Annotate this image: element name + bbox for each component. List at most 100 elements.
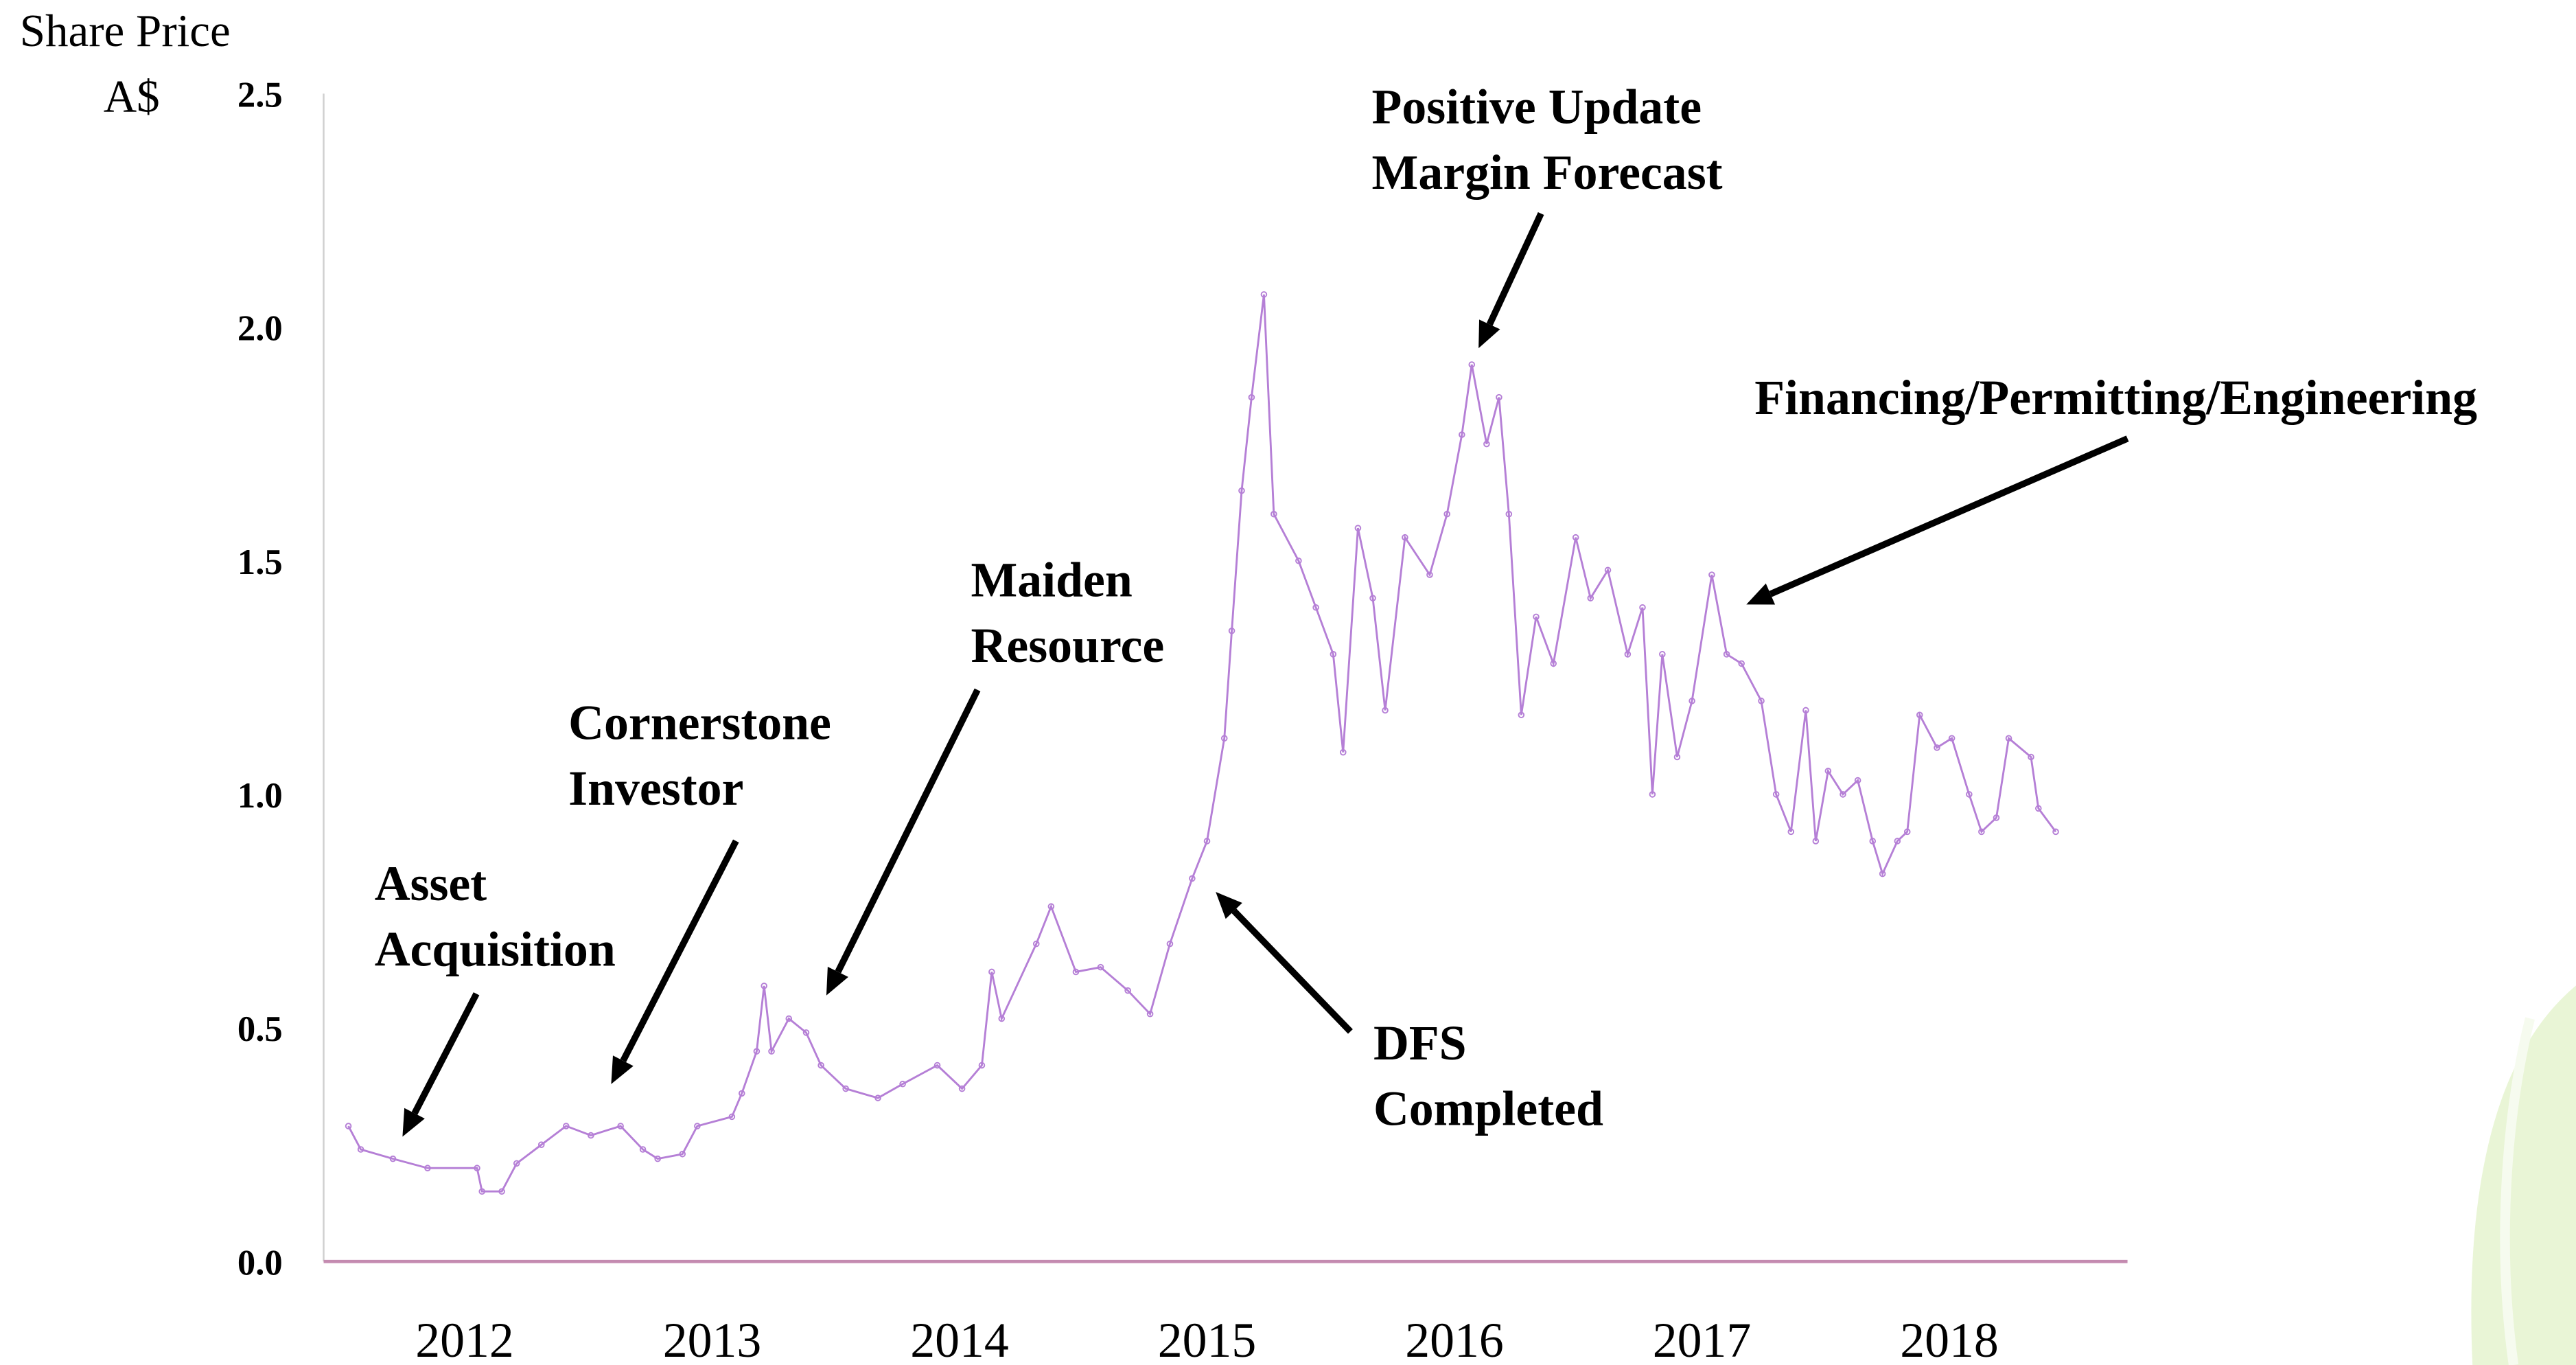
price-point xyxy=(1978,828,1985,836)
x-tick-label: 2012 xyxy=(415,1313,514,1365)
price-point xyxy=(1220,735,1228,742)
price-point xyxy=(1812,838,1820,845)
price-point xyxy=(1166,940,1174,948)
price-point xyxy=(1787,828,1795,836)
annotation-text: Cornerstone xyxy=(568,696,831,750)
x-tick-label: 2013 xyxy=(663,1313,762,1365)
price-point xyxy=(1879,870,1886,878)
price-point xyxy=(389,1155,397,1162)
annotation-arrow xyxy=(411,992,480,1115)
price-point xyxy=(424,1165,431,1171)
price-point xyxy=(1402,534,1408,541)
annotation-arrow xyxy=(1231,908,1353,1034)
price-point xyxy=(1604,566,1612,574)
price-point xyxy=(1639,604,1646,611)
annotation-arrow xyxy=(835,688,981,974)
annotation-text: Asset xyxy=(375,856,487,911)
price-point xyxy=(998,1015,1006,1022)
price-point xyxy=(1948,735,1956,742)
price-point xyxy=(1382,707,1389,714)
price-point xyxy=(738,1090,745,1097)
price-point xyxy=(1203,838,1211,845)
y-tick-label: 2.5 xyxy=(237,76,283,115)
price-point xyxy=(899,1080,906,1088)
price-point xyxy=(1496,393,1502,401)
price-point xyxy=(679,1151,686,1158)
price-point xyxy=(588,1132,594,1139)
price-point xyxy=(874,1094,881,1101)
price-point xyxy=(1189,875,1196,882)
price-point xyxy=(694,1123,701,1129)
price-point xyxy=(1518,711,1525,719)
x-tick-label: 2018 xyxy=(1900,1313,1999,1365)
annotation-arrow xyxy=(620,839,739,1063)
price-point xyxy=(1443,510,1450,518)
price-point xyxy=(1459,431,1465,438)
annotation-text: Completed xyxy=(1373,1081,1603,1136)
price-point xyxy=(1533,613,1540,621)
annotation-text: Financing/Permitting/Engineering xyxy=(1754,370,2477,425)
price-point xyxy=(1072,968,1080,976)
price-point xyxy=(1916,711,1923,719)
y-tick-label: 1.0 xyxy=(237,776,283,816)
price-point xyxy=(1339,748,1347,756)
annotation-text: DFS xyxy=(1373,1016,1467,1070)
price-point xyxy=(1659,651,1666,658)
price-point xyxy=(345,1123,352,1129)
price-point xyxy=(842,1085,849,1092)
price-point xyxy=(1468,361,1476,368)
price-line xyxy=(347,294,2057,1193)
price-point xyxy=(1248,393,1255,401)
price-point xyxy=(1708,571,1715,578)
price-point xyxy=(1124,987,1131,994)
price-point xyxy=(1869,838,1877,845)
y-axis-label: A$ xyxy=(104,71,160,122)
price-point xyxy=(2035,805,2042,812)
price-point xyxy=(1146,1010,1154,1018)
price-point xyxy=(753,1048,761,1055)
price-point xyxy=(1550,660,1557,667)
price-point xyxy=(2005,735,2012,742)
price-point xyxy=(357,1146,364,1153)
annotation-arrowhead xyxy=(611,1055,634,1084)
price-point xyxy=(1966,791,1973,798)
price-point xyxy=(1624,651,1632,658)
price-point xyxy=(988,968,995,976)
price-point xyxy=(2052,828,2059,836)
price-point xyxy=(1097,963,1104,971)
annotation-arrowhead xyxy=(826,966,848,996)
decor-leaf-vein xyxy=(2500,1017,2535,1365)
price-point xyxy=(802,1029,810,1036)
price-point xyxy=(1824,768,1832,775)
y-tick-label: 2.0 xyxy=(237,309,283,349)
price-point xyxy=(1587,595,1594,601)
price-point xyxy=(1802,707,1809,714)
price-point xyxy=(1840,791,1846,798)
y-tick-label: 1.5 xyxy=(237,542,283,582)
price-point xyxy=(1772,791,1780,798)
price-point xyxy=(478,1188,486,1195)
price-point xyxy=(639,1146,647,1153)
price-point xyxy=(1993,814,2000,821)
price-point xyxy=(1903,828,1911,836)
price-point xyxy=(1228,628,1235,634)
price-point xyxy=(1354,525,1362,531)
decor-leaf xyxy=(2471,985,2576,1365)
price-point xyxy=(1723,651,1730,658)
x-tick-label: 2016 xyxy=(1405,1313,1504,1365)
x-tick-label: 2015 xyxy=(1158,1313,1257,1365)
price-point xyxy=(1673,753,1681,761)
price-point xyxy=(1483,440,1490,448)
price-point xyxy=(1330,651,1337,658)
price-point xyxy=(1758,698,1765,704)
annotation-arrowhead xyxy=(1216,892,1242,919)
price-point xyxy=(1738,660,1745,667)
price-point xyxy=(1260,291,1268,298)
price-point xyxy=(817,1062,824,1069)
price-point xyxy=(537,1141,545,1148)
x-tick-label: 2017 xyxy=(1653,1313,1752,1365)
price-point xyxy=(654,1155,661,1162)
x-tick-label: 2014 xyxy=(910,1313,1009,1365)
annotation-text: Margin Forecast xyxy=(1372,145,1723,200)
price-point xyxy=(1649,791,1656,798)
